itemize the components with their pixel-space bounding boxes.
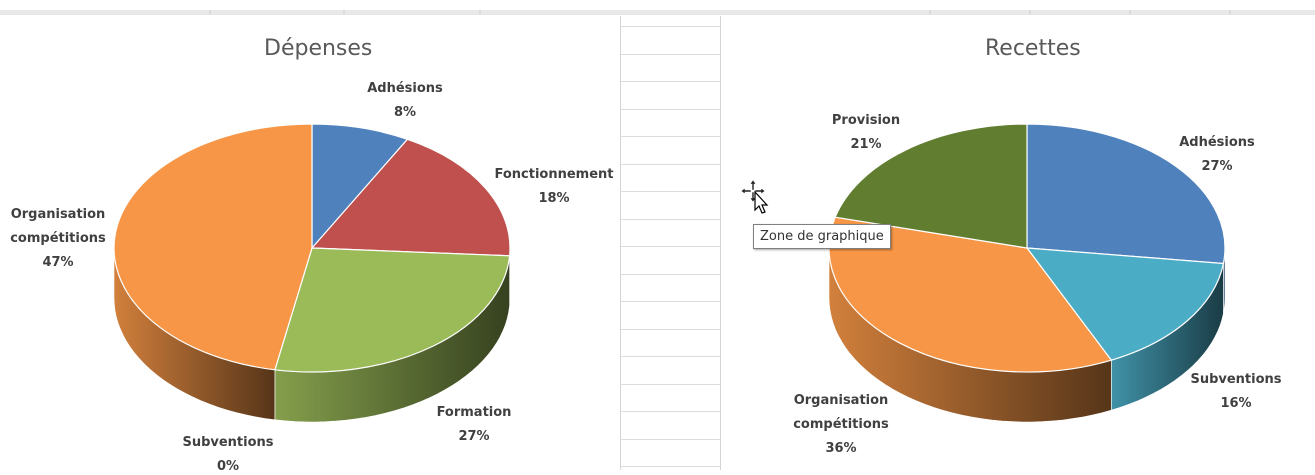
data-label-category: Provision: [832, 113, 900, 128]
data-label-value: 27%: [1201, 159, 1232, 174]
grid-row-line: [621, 246, 720, 247]
data-label-category: Adhésions: [1179, 135, 1255, 150]
grid-row-line: [621, 136, 720, 137]
data-label-category: Formation: [437, 405, 512, 420]
data-label-category: Subventions: [1190, 372, 1281, 387]
data-label-category: Subventions: [182, 435, 273, 450]
grid-row-line: [621, 439, 720, 440]
data-label-value: 27%: [458, 429, 489, 444]
chart-depenses[interactable]: Dépenses Adhésions 8% Fonctionnement 18% For…: [0, 0, 620, 470]
data-label-category: compétitions: [793, 417, 889, 432]
data-label-value: 8%: [394, 105, 416, 120]
grid-row-line: [621, 109, 720, 110]
data-label-category: Adhésions: [367, 81, 443, 96]
chart-title: Recettes: [985, 36, 1081, 61]
data-label-value: 47%: [42, 255, 73, 270]
grid-row-line: [621, 81, 720, 82]
data-label-category: Organisation: [11, 207, 106, 222]
data-label-category: compétitions: [10, 231, 106, 246]
grid-row-line: [621, 219, 720, 220]
data-label-category: Fonctionnement: [494, 167, 613, 182]
data-label-value: 36%: [825, 441, 856, 456]
grid-row-line: [621, 411, 720, 412]
grid-row-line: [621, 26, 720, 27]
chart-title: Dépenses: [264, 36, 372, 61]
data-label-value: 16%: [1220, 396, 1251, 411]
grid-row-line: [621, 384, 720, 385]
data-label-value: 21%: [850, 137, 881, 152]
grid-row-line: [621, 274, 720, 275]
grid-row-line: [621, 54, 720, 55]
chart-area-tooltip: Zone de graphique: [753, 224, 891, 249]
grid-row-line: [621, 301, 720, 302]
grid-row-line: [621, 329, 720, 330]
move-cursor-icon: [739, 178, 771, 218]
data-label-category: Organisation: [794, 393, 889, 408]
data-label-value: 18%: [538, 191, 569, 206]
grid-row-line: [621, 191, 720, 192]
grid-row-line: [621, 356, 720, 357]
spreadsheet-cells-column: [620, 16, 721, 470]
data-label-value: 0%: [217, 459, 239, 470]
pie-slices: [114, 124, 510, 372]
pie-plot: Adhésions 8% Fonctionnement 18% Formation 27%…: [0, 0, 620, 470]
grid-row-line: [621, 164, 720, 165]
grid-row-line: [621, 466, 720, 467]
